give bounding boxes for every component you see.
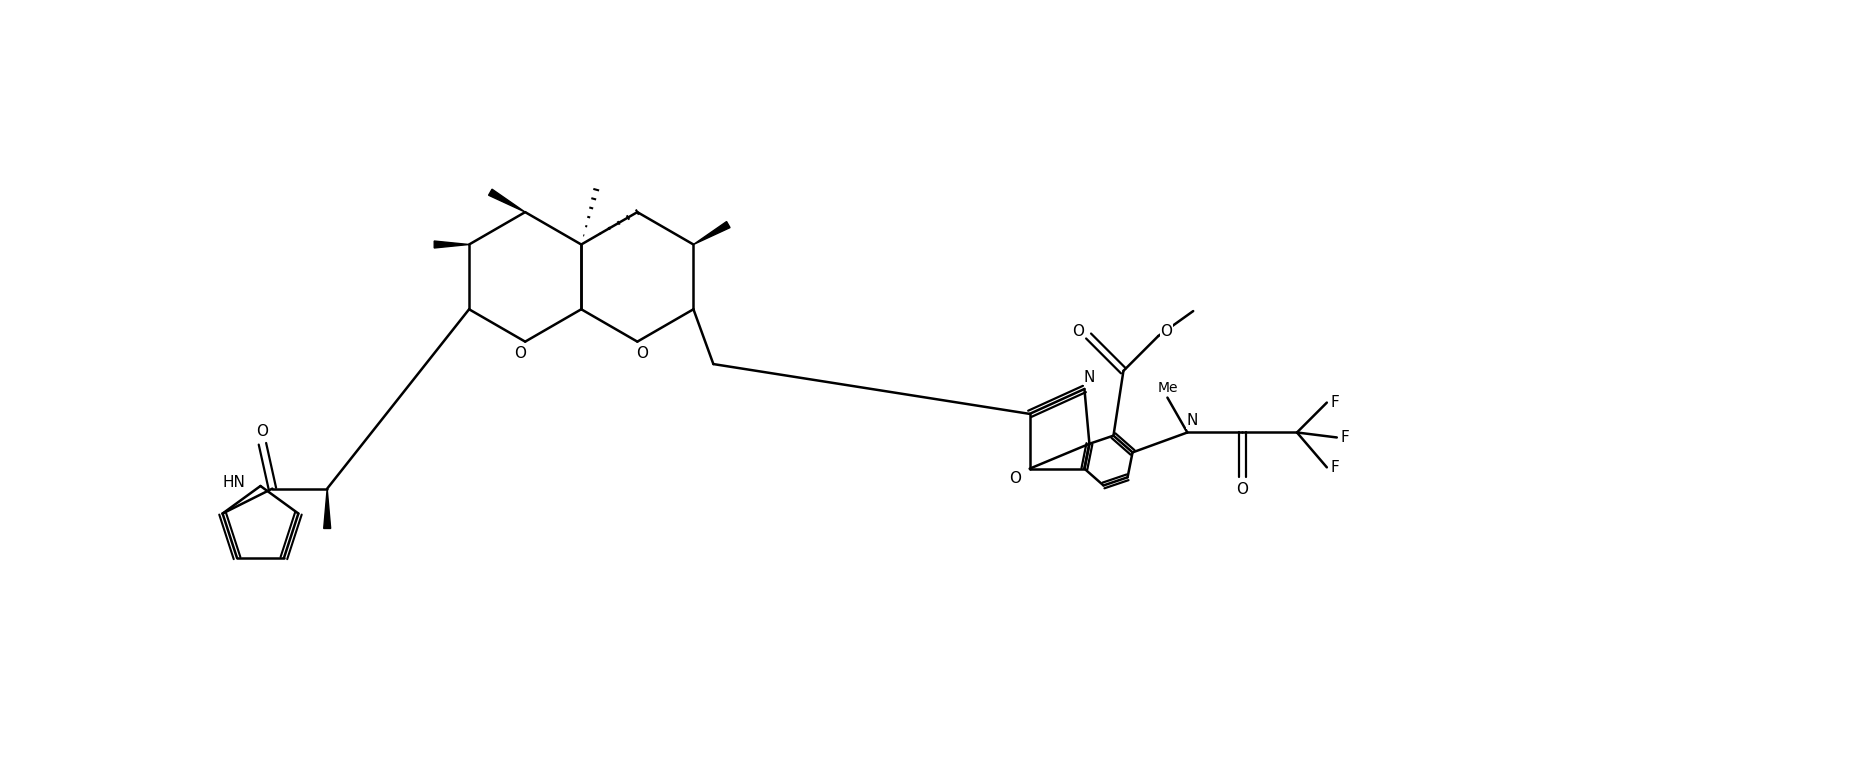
- Text: Me: Me: [1157, 380, 1177, 395]
- Text: O: O: [1009, 471, 1022, 486]
- Polygon shape: [434, 241, 469, 248]
- Polygon shape: [489, 189, 525, 212]
- Polygon shape: [324, 489, 330, 529]
- Text: O: O: [636, 346, 649, 361]
- Text: F: F: [1340, 430, 1350, 445]
- Text: F: F: [1331, 460, 1339, 475]
- Text: F: F: [1331, 395, 1339, 410]
- Text: N: N: [1187, 413, 1198, 428]
- Text: O: O: [1161, 323, 1172, 338]
- Text: O: O: [1073, 323, 1085, 338]
- Polygon shape: [693, 222, 730, 244]
- Text: O: O: [514, 346, 527, 361]
- Text: N: N: [1085, 370, 1096, 384]
- Text: O: O: [1237, 482, 1248, 497]
- Text: HN: HN: [222, 475, 245, 490]
- Text: O: O: [256, 424, 269, 439]
